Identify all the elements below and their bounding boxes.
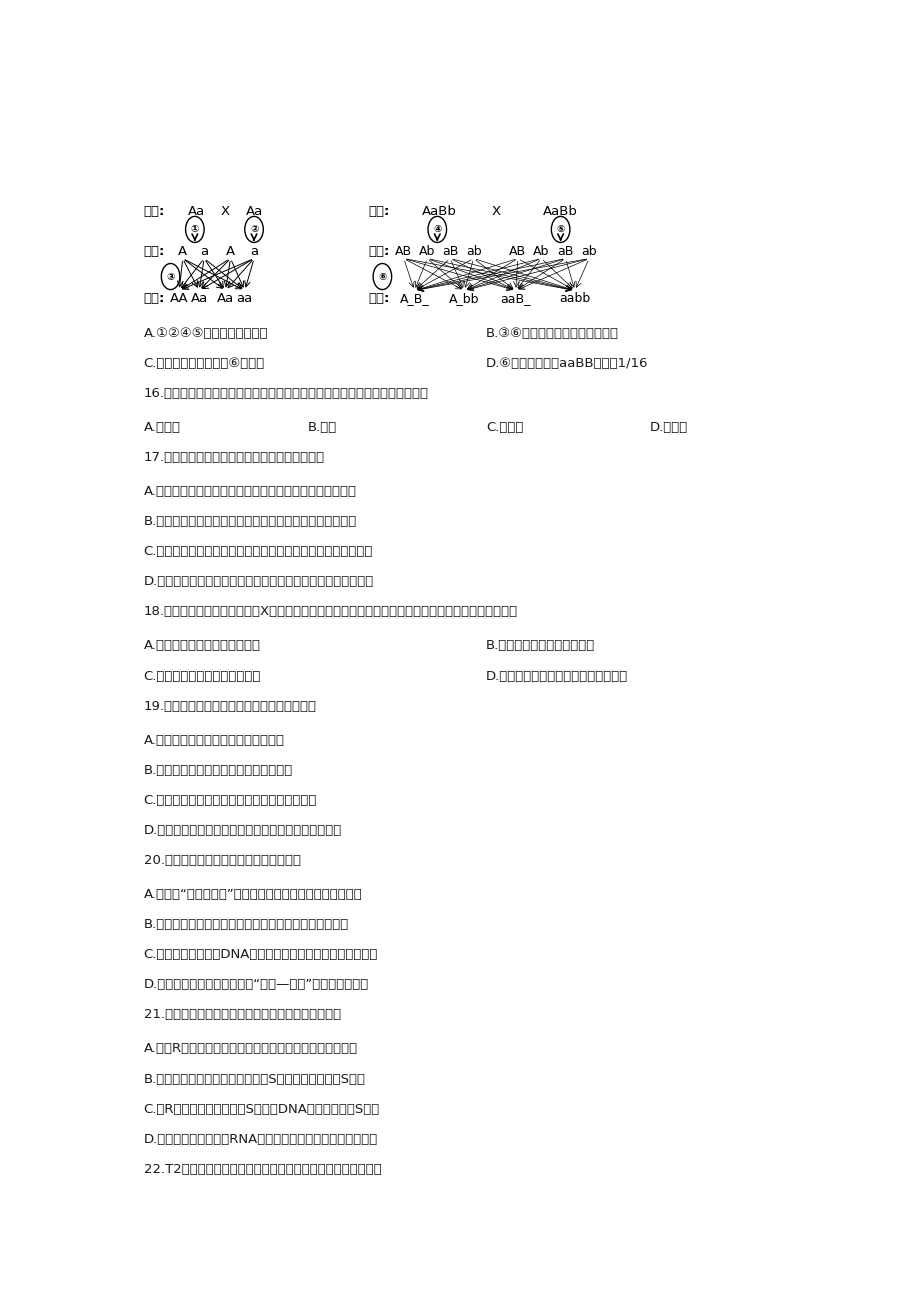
Text: B.父亲患病，女儿一定患此病: B.父亲患病，女儿一定患此病: [485, 639, 595, 652]
Text: AaBb: AaBb: [542, 204, 577, 217]
Text: A.培养R型肺炎双球菌形成的菌落表面光滑，不具有致病性: A.培养R型肺炎双球菌形成的菌落表面光滑，不具有致病性: [143, 1043, 357, 1056]
Text: A.萨顿用“假说演绤法”得出基因和染色体行为存在平行关系: A.萨顿用“假说演绤法”得出基因和染色体行为存在平行关系: [143, 888, 362, 901]
Text: 子代:: 子代:: [368, 292, 389, 305]
Text: C.自由组合定律发生在⑥过程中: C.自由组合定律发生在⑥过程中: [143, 357, 265, 370]
Text: D.⑥产生的子代中aaBB占比为1/16: D.⑥产生的子代中aaBB占比为1/16: [485, 357, 648, 370]
Text: D.孟德尔设计测交实验，属于“假说—演绤”法中的演绤过程: D.孟德尔设计测交实验，属于“假说—演绤”法中的演绤过程: [143, 978, 369, 991]
Text: AA: AA: [170, 292, 188, 305]
Text: 19.关于性别决定与伴性遗传的叙述，正确的是: 19.关于性别决定与伴性遗传的叙述，正确的是: [143, 699, 316, 712]
Text: D.形成配子时，所有的非等位基因与非同源染色体均能自由组合: D.形成配子时，所有的非等位基因与非同源染色体均能自由组合: [143, 575, 373, 589]
Text: ④: ④: [433, 224, 441, 234]
Text: C.在R型菌的培养基中加入S型菌的DNA，长出了少量S型菌: C.在R型菌的培养基中加入S型菌的DNA，长出了少量S型菌: [143, 1103, 380, 1116]
Text: AB: AB: [509, 245, 526, 258]
Text: 20.下列关于科学研究方法的说法错误的是: 20.下列关于科学研究方法的说法错误的是: [143, 854, 301, 867]
Text: A: A: [226, 245, 235, 258]
Text: Aa: Aa: [217, 292, 234, 305]
Text: B.格里菲思的实验中，转化而来的S型菌的后代仍然是S型菌: B.格里菲思的实验中，转化而来的S型菌的后代仍然是S型菌: [143, 1073, 365, 1086]
Text: D.约翰逊: D.约翰逊: [649, 421, 687, 434]
Text: ⑥: ⑥: [378, 272, 386, 281]
Text: C.成对的等位基因或同源染色体均一个来自父方，一个来自母方: C.成对的等位基因或同源染色体均一个来自父方，一个来自母方: [143, 546, 372, 559]
Text: ab: ab: [581, 245, 596, 258]
Text: A.①②④⑤过程表示受精作用: A.①②④⑤过程表示受精作用: [143, 327, 267, 340]
Text: aB: aB: [441, 245, 458, 258]
Text: Aa: Aa: [190, 292, 208, 305]
Text: A.孟德尔: A.孟德尔: [143, 421, 180, 434]
Text: B.等位基因或同源染色体在杂交和细胞分裂中均保持独立性: B.等位基因或同源染色体在杂交和细胞分裂中均保持独立性: [143, 516, 357, 529]
Text: A.生殖细胞中只有决定生物性别的基因: A.生殖细胞中只有决定生物性别的基因: [143, 734, 284, 747]
Text: B.萨顿: B.萨顿: [307, 421, 336, 434]
Text: ab: ab: [465, 245, 481, 258]
Text: Ab: Ab: [419, 245, 435, 258]
Text: A_B_: A_B_: [399, 292, 429, 305]
Text: B.克里克运用构建概念模型的方法绘制了中心法则的图解: B.克里克运用构建概念模型的方法绘制了中心法则的图解: [143, 918, 348, 931]
Text: 22.T2噌菌体侵染细菌实验过程如下图，下列相关叙述正确的是: 22.T2噌菌体侵染细菌实验过程如下图，下列相关叙述正确的是: [143, 1163, 380, 1176]
Text: A.人群中男性患者远多于女性时: A.人群中男性患者远多于女性时: [143, 639, 260, 652]
Text: C.正常女性的儿子一定不患此病: C.正常女性的儿子一定不患此病: [143, 669, 261, 682]
Text: 子代:: 子代:: [143, 292, 165, 305]
Text: AaBb: AaBb: [422, 204, 457, 217]
Text: Ab: Ab: [533, 245, 549, 258]
Text: Aa: Aa: [245, 204, 263, 217]
Text: aabb: aabb: [559, 292, 590, 305]
Text: C.摩尔根: C.摩尔根: [485, 421, 523, 434]
Text: 21.下列关于人类探索遗传物质的实验叙述，错误的是: 21.下列关于人类探索遗传物质的实验叙述，错误的是: [143, 1009, 340, 1021]
Text: D.单用烟草花叶病毒的RNA就可以使烟草出现感染病毒的症状: D.单用烟草花叶病毒的RNA就可以使烟草出现感染病毒的症状: [143, 1133, 378, 1146]
Text: ①: ①: [190, 224, 199, 234]
Text: X: X: [221, 204, 230, 217]
Text: aB: aB: [557, 245, 573, 258]
Text: 配子:: 配子:: [143, 245, 165, 258]
Text: a: a: [250, 245, 258, 258]
Text: ⑤: ⑤: [556, 224, 564, 234]
Text: 16.在人类探明基因神秘踪迹的历程中，最早证明基因位于染色体上的科学家是: 16.在人类探明基因神秘踪迹的历程中，最早证明基因位于染色体上的科学家是: [143, 387, 428, 400]
Text: C.沃森和克里克研究DNA结构时，运用了构建物理模型的方法: C.沃森和克里克研究DNA结构时，运用了构建物理模型的方法: [143, 948, 378, 961]
Text: aaB_: aaB_: [500, 292, 530, 305]
Text: C.性染色体上的基因在遗传上总是和性别相关联: C.性染色体上的基因在遗传上总是和性别相关联: [143, 794, 316, 807]
Text: B.③⑥过程表示正在发生减数分裂: B.③⑥过程表示正在发生减数分裂: [485, 327, 618, 340]
Text: A_bb: A_bb: [448, 292, 479, 305]
Text: D.男性的患病基因只能从母亲那里传来: D.男性的患病基因只能从母亲那里传来: [485, 669, 628, 682]
Text: 亲代:: 亲代:: [368, 204, 389, 217]
Text: D.母亲是红绿色盲基因的携带者，儿子一定患红绿色盲: D.母亲是红绿色盲基因的携带者，儿子一定患红绿色盲: [143, 824, 341, 837]
Text: ②: ②: [250, 224, 258, 234]
Text: a: a: [199, 245, 208, 258]
Text: 17.下列有关基因和染色体行为的叙述，错误的是: 17.下列有关基因和染色体行为的叙述，错误的是: [143, 450, 324, 464]
Text: AB: AB: [395, 245, 412, 258]
Text: A: A: [178, 245, 187, 258]
Text: 配子:: 配子:: [368, 245, 389, 258]
Text: Aa: Aa: [188, 204, 206, 217]
Text: A.配子中只含有成对的等位基因或同源染色体的一个或一条: A.配子中只含有成对的等位基因或同源染色体的一个或一条: [143, 486, 357, 499]
Text: aa: aa: [236, 292, 253, 305]
Text: X: X: [492, 204, 501, 217]
Text: 亲代:: 亲代:: [143, 204, 165, 217]
Text: 18.人类的钟摞型眼球震颤是由X染色体上显性基因控制的遗传病。下列关于该遗传病的分析，错误的是: 18.人类的钟摞型眼球震颤是由X染色体上显性基因控制的遗传病。下列关于该遗传病的…: [143, 605, 517, 618]
Text: B.鸡的性别决定方式和人类、果蝶的相同: B.鸡的性别决定方式和人类、果蝶的相同: [143, 764, 292, 777]
Text: ③: ③: [166, 272, 175, 281]
